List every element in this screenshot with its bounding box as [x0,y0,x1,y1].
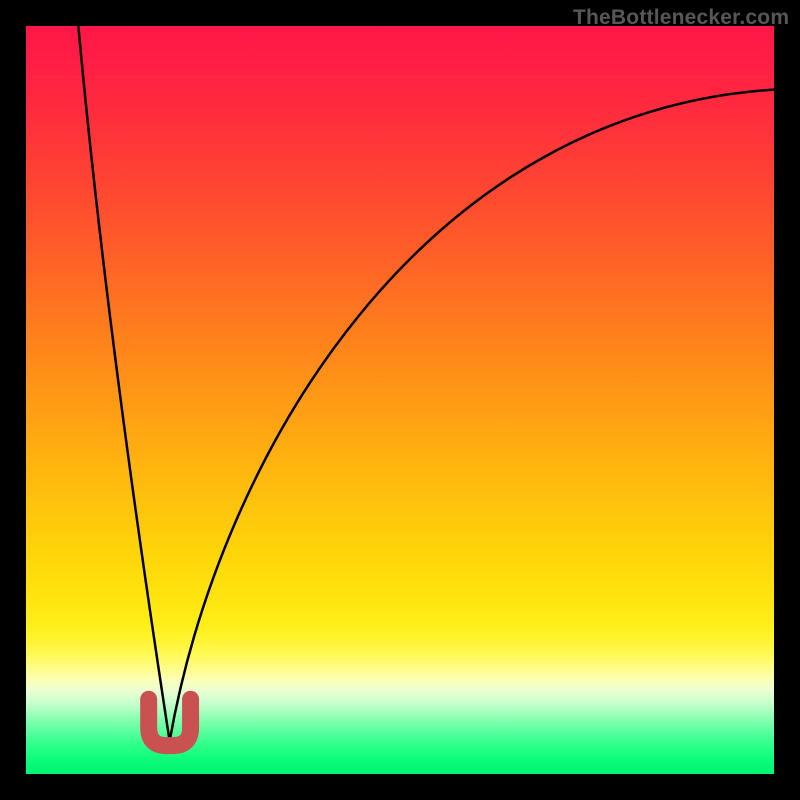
chart-stage: TheBottlenecker.com [0,0,800,800]
outer-border [0,0,800,800]
watermark-text: TheBottlenecker.com [573,6,789,30]
